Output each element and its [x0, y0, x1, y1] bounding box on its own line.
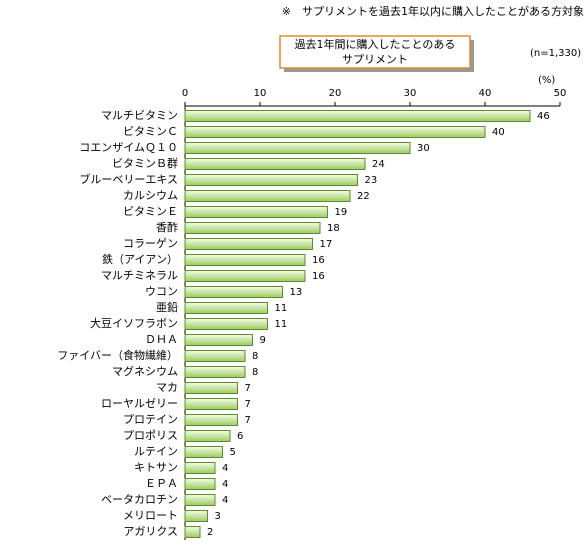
category-label: カルシウム	[123, 189, 178, 202]
value-label: 8	[252, 351, 258, 362]
category-label: マルチビタミン	[101, 109, 178, 122]
category-label: ルテイン	[134, 445, 178, 458]
category-label: ビタミンＢ群	[112, 156, 178, 170]
bar	[184, 430, 231, 442]
category-label: 鉄（アイアン）	[102, 252, 178, 266]
category-label: ビタミンＣ	[123, 125, 178, 138]
category-label: プロポリス	[123, 429, 178, 442]
bar	[184, 334, 253, 346]
category-label: マグネシウム	[112, 364, 178, 378]
value-label: 7	[245, 415, 251, 426]
category-label: ウコン	[145, 285, 178, 298]
value-label: 9	[260, 335, 266, 346]
bar	[184, 126, 486, 138]
bar	[184, 158, 366, 170]
bar	[184, 398, 238, 410]
bar	[184, 414, 238, 426]
bar	[184, 302, 268, 314]
category-label: マカ	[156, 381, 178, 394]
value-label: 8	[252, 367, 258, 378]
category-label: 亜鉛	[156, 300, 178, 314]
category-label: ブルーベリーエキス	[79, 172, 178, 186]
bar	[184, 254, 306, 266]
bar	[184, 366, 246, 378]
value-label: 4	[222, 495, 228, 506]
category-label: メリロート	[123, 509, 178, 522]
x-tick-label: 0	[182, 88, 188, 99]
category-label: キトサン	[134, 461, 178, 474]
category-label: プロテイン	[123, 413, 178, 426]
category-label: コラーゲン	[123, 237, 178, 250]
sample-size: (n=1,330)	[530, 48, 581, 59]
value-label: 16	[312, 271, 325, 282]
x-tick-label: 40	[479, 88, 492, 99]
bar	[184, 174, 358, 186]
title-box	[279, 35, 471, 69]
value-label: 4	[222, 463, 228, 474]
category-label: アガリクス	[123, 525, 178, 538]
bar	[184, 462, 216, 474]
category-label: ローヤルゼリー	[101, 397, 178, 410]
bar	[184, 318, 268, 330]
value-label: 5	[230, 447, 236, 458]
value-label: 2	[207, 527, 213, 538]
value-label: 6	[237, 431, 243, 442]
category-label: ＤＨＡ	[145, 333, 178, 346]
value-label: 24	[372, 159, 385, 170]
title-line: 過去1年間に購入したことのある	[295, 37, 456, 51]
value-label: 7	[245, 383, 251, 394]
value-label: 19	[335, 207, 348, 218]
bar	[184, 478, 216, 490]
value-label: 3	[215, 511, 221, 522]
x-tick-label: 30	[404, 88, 417, 99]
value-label: 22	[357, 191, 370, 202]
x-tick-label: 20	[329, 88, 342, 99]
unit-label: (%)	[538, 75, 555, 86]
category-label: ファイバー（食物繊維）	[57, 348, 178, 362]
x-tick-label: 50	[554, 88, 567, 99]
value-label: 17	[320, 239, 333, 250]
note: ※ サプリメントを過去1年以内に購入したことがある方対象	[282, 4, 584, 18]
bar	[184, 382, 238, 394]
value-label: 13	[290, 287, 303, 298]
value-label: 18	[327, 223, 340, 234]
value-label: 11	[275, 319, 288, 330]
title-line: サプリメント	[342, 53, 408, 66]
x-tick-label: 10	[254, 88, 267, 99]
bar	[184, 350, 246, 362]
category-label: 香酢	[156, 220, 178, 234]
bar	[184, 494, 216, 506]
value-label: 4	[222, 479, 228, 490]
bar	[184, 510, 208, 522]
value-label: 7	[245, 399, 251, 410]
category-label: マルチミネラル	[101, 269, 178, 282]
category-label: コエンザイムＱ１０	[79, 141, 178, 154]
category-label: ビタミンＥ	[123, 205, 178, 218]
bar	[184, 270, 306, 282]
bar	[184, 222, 321, 234]
bar	[184, 206, 328, 218]
value-label: 16	[312, 255, 325, 266]
category-label: ベータカロチン	[101, 493, 178, 506]
bar	[184, 446, 223, 458]
bar	[184, 190, 351, 202]
bar	[184, 238, 313, 250]
category-label: 大豆イソフラボン	[90, 316, 178, 330]
category-label: ＥＰＡ	[145, 477, 178, 490]
bar	[184, 526, 201, 538]
bar	[184, 142, 411, 154]
bar	[184, 110, 531, 122]
value-label: 30	[417, 143, 430, 154]
value-label: 11	[275, 303, 288, 314]
bar	[184, 286, 283, 298]
value-label: 46	[537, 111, 550, 122]
value-label: 40	[492, 127, 505, 138]
value-label: 23	[365, 175, 378, 186]
